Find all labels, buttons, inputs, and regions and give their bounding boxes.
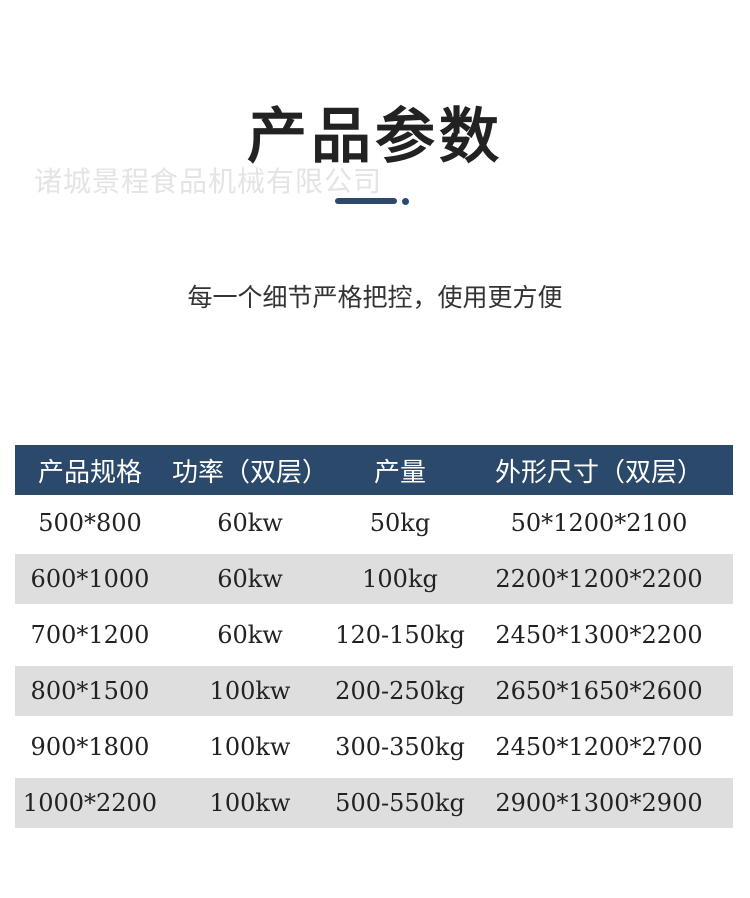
- table-cell: 100kw: [165, 663, 335, 719]
- spec-table: 产品规格 功率（双层） 产量 外形尺寸（双层） 500*800 60kw 50kg 50*1…: [15, 445, 733, 831]
- table-cell: 2200*1200*2200: [465, 551, 733, 607]
- title: 产品参数: [247, 102, 503, 172]
- table-row: 700*1200 60kw 120-150kg 2450*1300*2200: [15, 607, 733, 663]
- table-cell: 100kw: [209, 733, 291, 761]
- table-row: 600*1000 60kw 100kg 2200*1200*2200: [15, 551, 733, 607]
- table-cell: 120-150kg: [335, 621, 465, 649]
- table-cell: 50kg: [369, 509, 431, 537]
- table-cell: 600*1000: [15, 551, 165, 607]
- table-cell: 2450*1200*2700: [495, 733, 703, 761]
- divider-dot: [402, 198, 409, 205]
- table-cell: 1000*2200: [15, 775, 165, 831]
- column-header: 产品规格: [15, 445, 165, 495]
- table-cell: 900*1800: [30, 733, 150, 761]
- table-cell: 500-550kg: [335, 775, 465, 831]
- subtitle: 每一个细节严格把控，使用更方便: [187, 283, 563, 312]
- table-cell: 60kw: [217, 621, 283, 649]
- watermark: 诸城景程食品机械有限公司: [34, 165, 383, 198]
- table-cell: 800*1500: [15, 663, 165, 719]
- table-cell: 200-250kg: [335, 663, 465, 719]
- table-header: 产品规格 功率（双层） 产量 外形尺寸（双层）: [15, 445, 733, 495]
- table-cell: 60kw: [165, 551, 335, 607]
- column-header: 产量: [335, 445, 465, 495]
- table-cell: 2450*1300*2200: [495, 621, 703, 649]
- table-row: 800*1500 100kw 200-250kg 2650*1650*2600: [15, 663, 733, 719]
- column-header: 外形尺寸（双层）: [465, 445, 733, 495]
- table-cell: 700*1200: [30, 621, 150, 649]
- table-cell: 100kw: [165, 775, 335, 831]
- table-row: 1000*2200 100kw 500-550kg 2900*1300*2900: [15, 775, 733, 831]
- column-header: 功率（双层）: [165, 445, 335, 495]
- table-cell: 500*800: [38, 509, 142, 537]
- table-cell: 50*1200*2100: [510, 509, 688, 537]
- table-row: 500*800 60kw 50kg 50*1200*2100: [15, 495, 733, 551]
- table-cell: 100kg: [335, 551, 465, 607]
- table-cell: 60kw: [217, 509, 283, 537]
- table-cell: 300-350kg: [335, 733, 465, 761]
- table-cell: 2650*1650*2600: [465, 663, 733, 719]
- table-row: 900*1800 100kw 300-350kg 2450*1200*2700: [15, 719, 733, 775]
- table-cell: 2900*1300*2900: [465, 775, 733, 831]
- divider-bar: [335, 198, 397, 204]
